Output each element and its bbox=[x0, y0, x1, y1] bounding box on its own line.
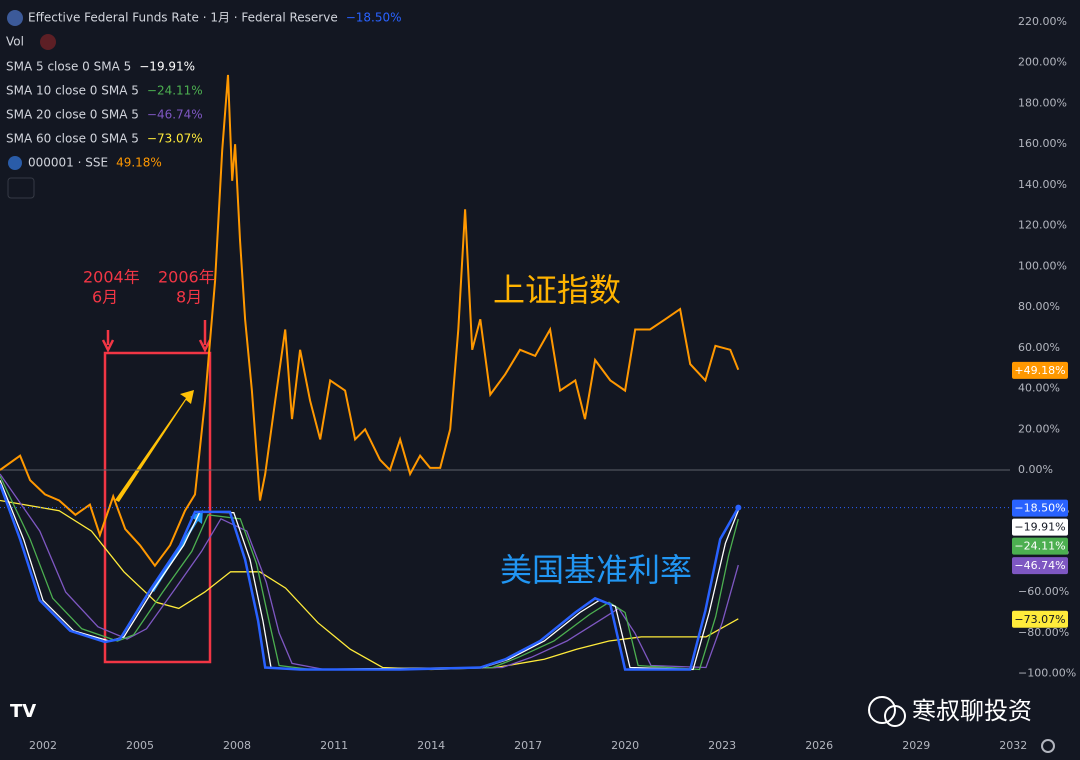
price-badge bbox=[1012, 518, 1068, 536]
y-tick-label: 180.00% bbox=[1018, 96, 1067, 109]
x-tick-label: 2017 bbox=[514, 739, 542, 752]
x-tick-label: 2026 bbox=[805, 739, 833, 752]
price-badge bbox=[1012, 499, 1068, 517]
y-tick-label: 0.00% bbox=[1018, 463, 1053, 476]
y-tick-label: −100.00% bbox=[1018, 667, 1076, 680]
price-badge bbox=[1012, 557, 1068, 575]
annotation: 上证指数 bbox=[493, 271, 621, 309]
series-line bbox=[0, 499, 739, 671]
x-tick-label: 2002 bbox=[29, 739, 57, 752]
price-badge bbox=[1012, 537, 1068, 555]
x-tick-label: 2008 bbox=[223, 739, 251, 752]
collapse-button[interactable] bbox=[7, 177, 35, 199]
series-line bbox=[0, 74, 740, 568]
y-tick-label: 200.00% bbox=[1018, 56, 1067, 69]
series-line bbox=[0, 475, 739, 671]
y-tick-label: 60.00% bbox=[1018, 341, 1060, 354]
arrow bbox=[115, 390, 194, 502]
last-point bbox=[735, 504, 742, 511]
watermark-text: 寒叔聊投资 bbox=[912, 697, 1032, 725]
legend-value: −19.91% bbox=[139, 60, 195, 74]
legend-name: SMA 5 close 0 SMA 5 bbox=[6, 60, 131, 74]
price-badge bbox=[1012, 610, 1068, 628]
x-tick-label: 2014 bbox=[417, 739, 445, 752]
annotation: 美国基准利率 bbox=[500, 551, 692, 589]
y-tick-label: 80.00% bbox=[1018, 300, 1060, 313]
x-tick-label: 2011 bbox=[320, 739, 348, 752]
y-tick-label: 160.00% bbox=[1018, 137, 1067, 150]
arrow bbox=[101, 330, 115, 353]
price-badge bbox=[1012, 361, 1068, 379]
arrow bbox=[198, 320, 212, 353]
x-tick-label: 2023 bbox=[708, 739, 736, 752]
legend-name: Effective Federal Funds Rate · 1月 · Fede… bbox=[28, 11, 338, 25]
annotation: 2004年 bbox=[83, 268, 140, 287]
legend-value: −73.07% bbox=[147, 132, 203, 146]
legend-name: SMA 20 close 0 SMA 5 bbox=[6, 108, 139, 122]
settings-icon[interactable] bbox=[1041, 739, 1055, 753]
x-tick-label: 2005 bbox=[126, 739, 154, 752]
annotation: 6月 bbox=[92, 288, 118, 307]
legend-value: 49.18% bbox=[116, 156, 162, 170]
legend-name: SMA 60 close 0 SMA 5 bbox=[6, 132, 139, 146]
legend: Effective Federal Funds Rate · 1月 · Fede… bbox=[6, 11, 402, 170]
x-tick-label: 2029 bbox=[902, 739, 930, 752]
price-badge-label: −18.50% bbox=[1014, 502, 1065, 515]
y-tick-label: 20.00% bbox=[1018, 422, 1060, 435]
annotation: 8月 bbox=[176, 288, 202, 307]
price-badge-label: −19.91% bbox=[1014, 521, 1065, 534]
price-badge-label: −46.74% bbox=[1014, 559, 1065, 572]
plot-area bbox=[0, 74, 1010, 671]
watermark: 寒叔聊投资 bbox=[868, 696, 1032, 727]
y-tick-label: 40.00% bbox=[1018, 382, 1060, 395]
legend-name: SMA 10 close 0 SMA 5 bbox=[6, 84, 139, 98]
x-tick-label: 2032 bbox=[999, 739, 1027, 752]
warning-icon[interactable] bbox=[40, 34, 56, 50]
price-badge-label: −73.07% bbox=[1014, 613, 1065, 626]
symbol-icon bbox=[8, 156, 22, 170]
y-tick-label: 220.00% bbox=[1018, 15, 1067, 28]
indicator-label: Vol bbox=[6, 35, 24, 49]
legend-value: −24.11% bbox=[147, 84, 203, 98]
flag-icon bbox=[7, 10, 23, 26]
y-tick-label: −80.00% bbox=[1018, 626, 1069, 639]
y-tick-label: 100.00% bbox=[1018, 259, 1067, 272]
y-tick-label: −60.00% bbox=[1018, 585, 1069, 598]
logo: TV bbox=[10, 701, 36, 722]
price-badge-label: −24.11% bbox=[1014, 540, 1065, 553]
legend-value: −46.74% bbox=[147, 108, 203, 122]
legend-value: −18.50% bbox=[346, 11, 402, 25]
x-tick-label: 2020 bbox=[611, 739, 639, 752]
legend-name: 000001 · SSE bbox=[28, 156, 108, 170]
annotation: 2006年 bbox=[158, 268, 215, 287]
y-tick-label: 140.00% bbox=[1018, 178, 1067, 191]
y-tick-label: 120.00% bbox=[1018, 219, 1067, 232]
series-line bbox=[0, 483, 740, 671]
price-badge-label: +49.18% bbox=[1014, 364, 1065, 377]
